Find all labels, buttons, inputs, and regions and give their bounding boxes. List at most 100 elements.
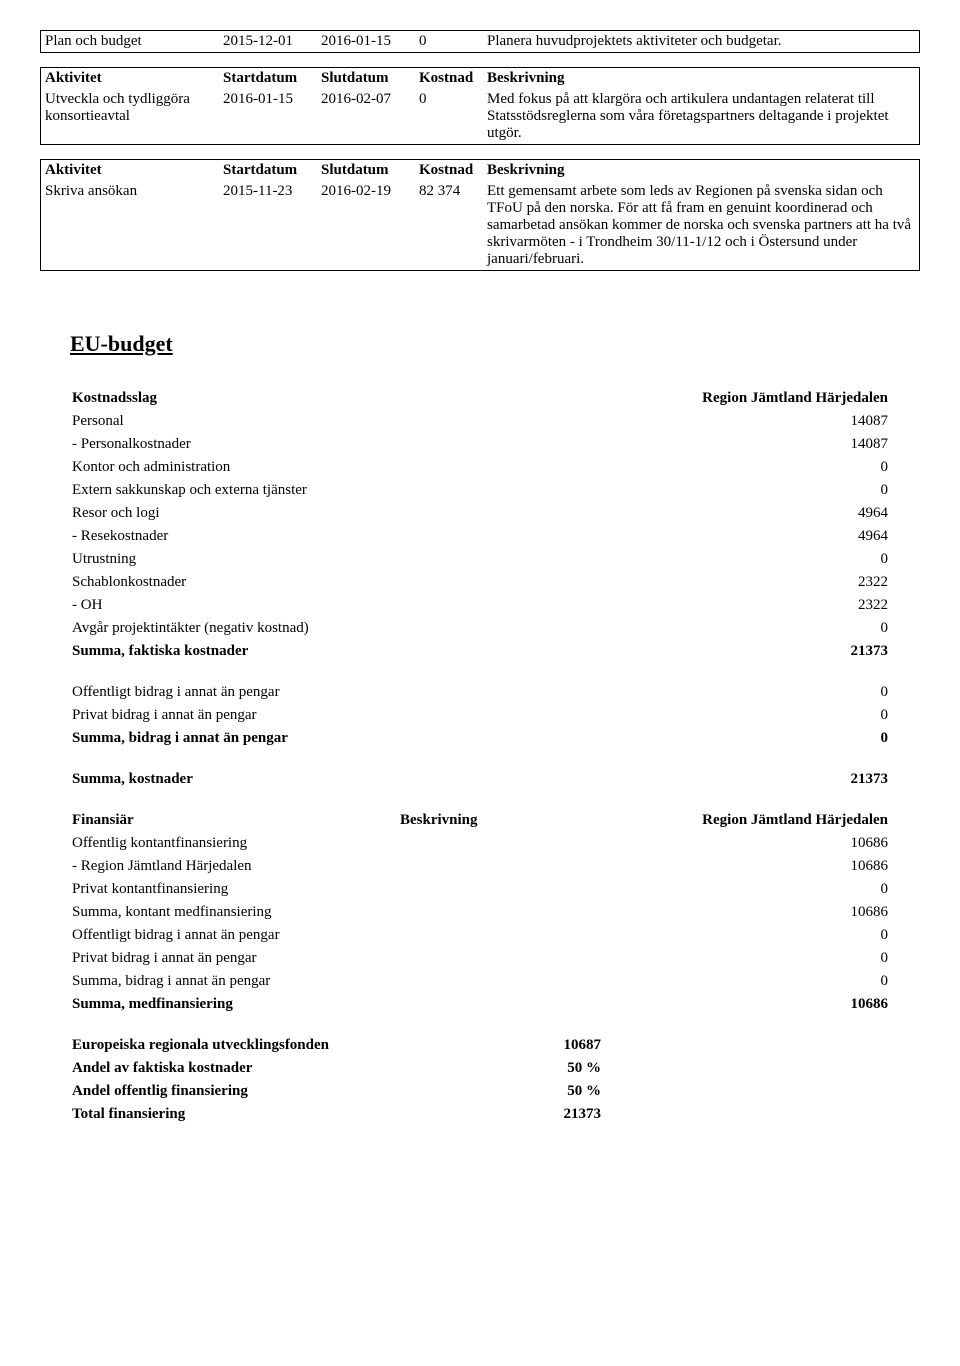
activity-start: 2015-11-23 — [219, 181, 317, 271]
kostnadsslag-row: Extern sakkunskap och externa tjänster0 — [70, 479, 890, 502]
col-header-cost: Kostnad — [415, 160, 483, 182]
finansiar-header-left: Finansiär — [70, 809, 398, 832]
kostnadsslag-label: - OH — [70, 594, 528, 617]
bidrag-table: Offentligt bidrag i annat än pengar0Priv… — [70, 681, 890, 750]
activity-row: Utveckla och tydliggöra konsortieavtal 2… — [41, 89, 920, 145]
finansiar-mid — [398, 855, 562, 878]
finansiar-mid — [398, 832, 562, 855]
kostnadsslag-value: 0 — [528, 479, 890, 502]
summa-kostnader-label: Summa, kostnader — [70, 768, 685, 791]
col-header-desc: Beskrivning — [483, 68, 920, 90]
finansiar-row: - Region Jämtland Härjedalen 10686 — [70, 855, 890, 878]
kostnadsslag-label: - Resekostnader — [70, 525, 528, 548]
totals-label: Europeiska regionala utvecklingsfonden — [70, 1034, 439, 1057]
kostnadsslag-row: Avgår projektintäkter (negativ kostnad)0 — [70, 617, 890, 640]
kostnadsslag-header-left: Kostnadsslag — [70, 387, 528, 410]
totals-label: Total finansiering — [70, 1103, 439, 1126]
kostnadsslag-row: - Resekostnader4964 — [70, 525, 890, 548]
kostnadsslag-table: Kostnadsslag Region Jämtland Härjedalen … — [70, 387, 890, 663]
activity-cost: 82 374 — [415, 181, 483, 271]
totals-value: 10687 — [439, 1034, 603, 1057]
finansiar-mid — [398, 947, 562, 970]
section-title-eu-budget: EU-budget — [70, 331, 920, 357]
totals-row: Andel av faktiska kostnader50 % — [70, 1057, 890, 1080]
finansiar-value: 0 — [562, 970, 890, 993]
finansiar-row: Offentligt bidrag i annat än pengar0 — [70, 924, 890, 947]
kostnadsslag-value: 14087 — [528, 410, 890, 433]
activity-header: Aktivitet Startdatum Slutdatum Kostnad B… — [41, 160, 920, 182]
kostnadsslag-label: Schablonkostnader — [70, 571, 528, 594]
finansiar-value: 10686 — [562, 901, 890, 924]
totals-value: 21373 — [439, 1103, 603, 1126]
kostnadsslag-value: 0 — [528, 617, 890, 640]
finansiar-mid — [398, 993, 562, 1016]
col-header-start: Startdatum — [219, 160, 317, 182]
activity-start: 2015-12-01 — [219, 31, 317, 53]
finansiar-label: Summa, medfinansiering — [70, 993, 398, 1016]
finansiar-mid — [398, 924, 562, 947]
kostnadsslag-row: Personal14087 — [70, 410, 890, 433]
bidrag-value: 0 — [849, 681, 890, 704]
kostnadsslag-row: Utrustning0 — [70, 548, 890, 571]
bidrag-row: Summa, bidrag i annat än pengar0 — [70, 727, 890, 750]
finansiar-row: Summa, bidrag i annat än pengar 0 — [70, 970, 890, 993]
finansiar-row: Summa, kontant medfinansiering 10686 — [70, 901, 890, 924]
activity-name: Skriva ansökan — [41, 181, 220, 271]
activity-end: 2016-01-15 — [317, 31, 415, 53]
activity-name: Utveckla och tydliggöra konsortieavtal — [41, 89, 220, 145]
bidrag-row: Privat bidrag i annat än pengar0 — [70, 704, 890, 727]
col-header-activity: Aktivitet — [41, 68, 220, 90]
finansiar-value: 10686 — [562, 855, 890, 878]
finansiar-value: 0 — [562, 924, 890, 947]
finansiar-label: - Region Jämtland Härjedalen — [70, 855, 398, 878]
col-header-end: Slutdatum — [317, 160, 415, 182]
bidrag-row: Offentligt bidrag i annat än pengar0 — [70, 681, 890, 704]
totals-label: Andel av faktiska kostnader — [70, 1057, 439, 1080]
kostnadsslag-label: Avgår projektintäkter (negativ kostnad) — [70, 617, 528, 640]
totals-row: Andel offentlig finansiering50 % — [70, 1080, 890, 1103]
bidrag-value: 0 — [849, 704, 890, 727]
finansiar-label: Summa, bidrag i annat än pengar — [70, 970, 398, 993]
summa-kostnader-value: 21373 — [685, 768, 890, 791]
activity-name: Plan och budget — [41, 31, 220, 53]
col-header-start: Startdatum — [219, 68, 317, 90]
kostnadsslag-row: Schablonkostnader2322 — [70, 571, 890, 594]
kostnadsslag-row: - Personalkostnader14087 — [70, 433, 890, 456]
totals-value: 50 % — [439, 1080, 603, 1103]
activity-cost: 0 — [415, 89, 483, 145]
kostnadsslag-row: - OH2322 — [70, 594, 890, 617]
budget-block: Kostnadsslag Region Jämtland Härjedalen … — [70, 387, 890, 1126]
finansiar-label: Privat kontantfinansiering — [70, 878, 398, 901]
finansiar-label: Summa, kontant medfinansiering — [70, 901, 398, 924]
activity-end: 2016-02-07 — [317, 89, 415, 145]
activity-table-1: Aktivitet Startdatum Slutdatum Kostnad B… — [40, 67, 920, 145]
finansiar-value: 10686 — [562, 993, 890, 1016]
finansiar-header-mid: Beskrivning — [398, 809, 562, 832]
totals-value: 50 % — [439, 1057, 603, 1080]
kostnadsslag-value: 0 — [528, 548, 890, 571]
kostnadsslag-row: Kontor och administration0 — [70, 456, 890, 479]
kostnadsslag-label: Summa, faktiska kostnader — [70, 640, 528, 663]
kostnadsslag-value: 2322 — [528, 571, 890, 594]
kostnadsslag-label: Resor och logi — [70, 502, 528, 525]
kostnadsslag-value: 4964 — [528, 525, 890, 548]
activity-cost: 0 — [415, 31, 483, 53]
summa-kostnader-table: Summa, kostnader 21373 — [70, 768, 890, 791]
totals-label: Andel offentlig finansiering — [70, 1080, 439, 1103]
kostnadsslag-label: - Personalkostnader — [70, 433, 528, 456]
finansiar-table: Finansiär Beskrivning Region Jämtland Hä… — [70, 809, 890, 1016]
totals-row: Total finansiering21373 — [70, 1103, 890, 1126]
kostnadsslag-label: Utrustning — [70, 548, 528, 571]
activity-desc: Med fokus på att klargöra och artikulera… — [483, 89, 920, 145]
activity-row: Plan och budget 2015-12-01 2016-01-15 0 … — [41, 31, 920, 53]
finansiar-row: Summa, medfinansiering 10686 — [70, 993, 890, 1016]
finansiar-row: Privat kontantfinansiering0 — [70, 878, 890, 901]
col-header-end: Slutdatum — [317, 68, 415, 90]
activity-table-2: Aktivitet Startdatum Slutdatum Kostnad B… — [40, 159, 920, 271]
col-header-desc: Beskrivning — [483, 160, 920, 182]
activity-table-0: Plan och budget 2015-12-01 2016-01-15 0 … — [40, 30, 920, 53]
kostnadsslag-label: Personal — [70, 410, 528, 433]
finansiar-label: Offentlig kontantfinansiering — [70, 832, 398, 855]
totals-row: Europeiska regionala utvecklingsfonden10… — [70, 1034, 890, 1057]
kostnadsslag-value: 2322 — [528, 594, 890, 617]
